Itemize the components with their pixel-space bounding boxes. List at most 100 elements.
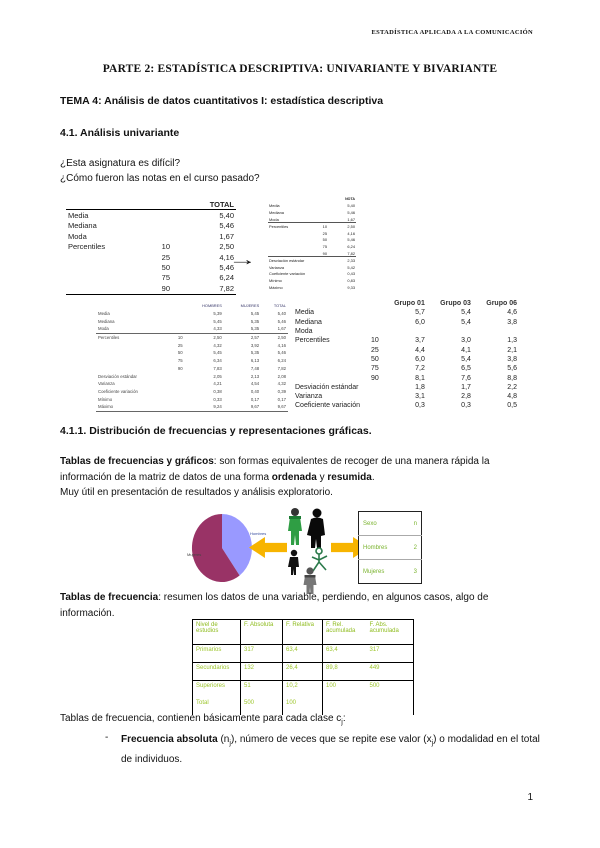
cell — [314, 284, 328, 291]
stats-table-by-group: Grupo 01 Grupo 03 Grupo 06 Media 5,7 5,4 4,… — [292, 299, 520, 411]
cell: 1,67 — [219, 231, 234, 241]
subscript-j: j — [341, 719, 343, 726]
cell: 6,0 — [415, 318, 425, 326]
cell: 2,50 — [347, 224, 355, 230]
cell — [168, 402, 185, 412]
cell: 50 — [370, 355, 379, 363]
cell: 8,8 — [507, 374, 517, 382]
table-row: Máximo 9,24 9,67 9,67 — [96, 402, 288, 412]
cell — [363, 318, 382, 327]
cell: 4,16 — [277, 342, 286, 348]
column-header: MUJERES — [240, 303, 260, 309]
column-header: HOMBRES — [202, 303, 222, 309]
cell: 2,33 — [347, 258, 355, 264]
col-header: F. Absoluta — [240, 619, 283, 645]
text-run: : son formas equivalentes de recoger de … — [60, 456, 490, 483]
table-row: Coeficiente variación 0,43 — [268, 271, 356, 278]
running-header: ESTADÍSTICA APLICADA A LA COMUNICACIÓN — [371, 29, 533, 36]
cell — [169, 310, 185, 318]
cell: 25 — [161, 252, 170, 262]
cell: 2,8 — [461, 393, 471, 401]
cell: 5,4 — [461, 318, 471, 326]
cell — [96, 365, 169, 373]
table-row: Primarios 317 63,4 63,4 317 — [192, 644, 414, 663]
cell — [474, 327, 520, 336]
cell: 2,50 — [277, 335, 286, 341]
cell: 3,92 — [250, 342, 260, 348]
cell: 4,4 — [415, 346, 425, 354]
paragraph-frequency-tables: Tablas de frecuencia: resumen los datos … — [60, 590, 542, 621]
cell: 5,42 — [347, 264, 355, 270]
cell — [363, 383, 382, 392]
cell: 1,7 — [461, 383, 471, 391]
cell: Secundarios — [192, 662, 241, 681]
cell: Coeficiente variación — [98, 388, 138, 394]
cell: 100 — [326, 683, 337, 689]
column-header: Grupo 03 — [440, 300, 471, 308]
table-row: Percentiles 10 3,7 3,0 1,3 — [292, 336, 520, 345]
cell: 0,17 — [250, 396, 260, 402]
table-row: Desviación estándar 1,8 1,7 2,2 — [292, 383, 520, 392]
cell: Moda — [68, 231, 87, 241]
column-header: TOTAL — [273, 303, 286, 309]
cell: 50 — [161, 263, 170, 273]
pie-label-hombres: Hombres — [250, 531, 267, 536]
cell: 75 — [322, 243, 327, 249]
cell: 63,4 — [282, 644, 323, 663]
cell: 6,24 — [347, 243, 355, 249]
cell: 2,08 — [277, 373, 286, 379]
cell: Máximo — [96, 402, 169, 412]
cell: 5,45 — [213, 350, 222, 356]
cell: 5,45 — [213, 318, 222, 324]
cell: Moda — [295, 328, 313, 336]
cell: 0,3 — [415, 402, 425, 410]
cell — [169, 372, 185, 380]
cell: 4,6 — [507, 309, 517, 317]
cell: 7,83 — [213, 365, 222, 371]
cell: 0,5 — [507, 402, 517, 410]
text-run: y — [316, 471, 328, 483]
table-row: 75 6,24 — [66, 273, 236, 283]
cell — [314, 257, 328, 264]
cell: 0,39 — [277, 388, 286, 394]
cell: 449 — [366, 662, 414, 681]
cell: 7,6 — [461, 374, 471, 382]
text-run: : — [342, 713, 346, 724]
subscript-j: j — [229, 740, 231, 747]
table-row: 25 4,16 — [66, 252, 236, 262]
cell: Coeficiente variación — [269, 271, 306, 277]
col-header: F. Relativa — [282, 619, 323, 645]
table-row: Superiores 51 10,2 100 500 — [192, 680, 414, 698]
cell: 4,33 — [184, 325, 224, 334]
cell: Mediana — [295, 318, 322, 326]
table-row: Varianza 4,21 4,54 4,32 — [96, 380, 288, 388]
cell: 0,17 — [277, 396, 286, 402]
cell: Moda — [268, 215, 314, 224]
cell: 100 — [282, 698, 323, 715]
table-row: Mediana 5,45 5,35 5,46 — [96, 317, 288, 325]
table-row: Moda 1,67 — [268, 215, 356, 224]
cell: 5,46 — [347, 237, 355, 243]
cell: 5,7 — [415, 309, 425, 317]
cell: 51 — [240, 680, 283, 698]
cell: 25 — [177, 342, 183, 348]
text-run: Tablas de frecuencia, contienen básicame… — [60, 713, 342, 724]
table-row: Mínimo 0,83 — [268, 277, 356, 284]
table-row: 25 4,4 4,1 2,1 — [292, 345, 520, 354]
cell: 5,46 — [277, 350, 286, 356]
cell: Percentiles — [98, 335, 120, 341]
cell-value: 2 — [404, 535, 422, 560]
cell: 2,13 — [250, 373, 260, 379]
cell: 10 — [322, 224, 327, 230]
table-row: Coeficiente variación 0,3 0,3 0,5 — [292, 401, 520, 410]
bold-word: resumida — [327, 471, 372, 483]
cell: 6,34 — [213, 358, 222, 364]
cell: 2,50 — [219, 242, 234, 252]
cell: 5,45 — [250, 311, 260, 317]
cell: 9,67 — [223, 402, 262, 412]
table-row: Máximo 9,33 — [268, 284, 356, 291]
person-small-icon — [288, 549, 299, 575]
table-row: 75 6,24 — [268, 243, 356, 250]
cell: 0,38 — [213, 388, 222, 394]
cell: Percentiles — [269, 224, 289, 230]
